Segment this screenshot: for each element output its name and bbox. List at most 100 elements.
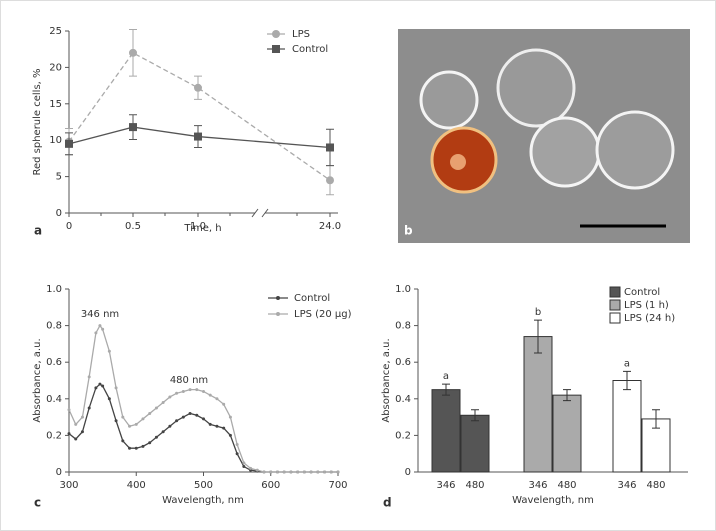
legend-label: Control	[294, 293, 330, 304]
x-axis-title: Wavelength, nm	[512, 495, 594, 506]
x-tick-label: 1.0	[190, 221, 206, 232]
marker	[128, 446, 132, 450]
marker	[208, 422, 212, 426]
marker	[129, 48, 137, 57]
marker	[195, 388, 199, 392]
x-tick-label: 600	[261, 480, 280, 491]
y-tick-label: 1.0	[46, 284, 62, 295]
marker	[181, 415, 185, 419]
error-bar	[563, 389, 571, 402]
marker	[74, 437, 78, 441]
y-axis-title: Red spherule cells, %	[32, 68, 43, 175]
x-tick-label: 300	[59, 480, 78, 491]
marker	[74, 422, 78, 426]
legend-label: Control	[292, 44, 328, 55]
x-tick-label: 346	[617, 480, 636, 491]
marker	[107, 397, 111, 401]
bar	[431, 389, 461, 473]
y-tick-label: 0.6	[395, 357, 411, 368]
y-tick-label: 0.8	[395, 321, 411, 332]
legend-swatch	[609, 312, 621, 324]
panel-label: b	[404, 224, 413, 238]
cell	[595, 110, 675, 190]
marker	[242, 461, 246, 465]
marker	[98, 382, 102, 386]
panel-label: a	[34, 224, 42, 238]
significance-letter: a	[624, 358, 630, 369]
marker	[215, 397, 219, 401]
x-tick-label: 480	[557, 480, 576, 491]
marker	[255, 468, 259, 472]
marker	[282, 470, 286, 474]
marker	[309, 470, 313, 474]
legend-label: LPS (1 h)	[624, 300, 669, 311]
marker	[94, 331, 98, 335]
cell	[529, 116, 601, 188]
x-tick-label: 500	[194, 480, 213, 491]
y-tick-label: 25	[49, 26, 62, 37]
marker	[134, 422, 138, 426]
x-tick-label: 0	[66, 221, 72, 232]
marker	[141, 417, 145, 421]
y-tick-label: 20	[49, 62, 62, 73]
legend-label: Control	[624, 287, 660, 298]
error-bar	[442, 383, 450, 396]
x-tick-label: 0.5	[125, 221, 141, 232]
marker	[202, 389, 205, 393]
series-line	[68, 126, 331, 149]
marker	[181, 389, 185, 393]
x-tick-label: 400	[127, 480, 146, 491]
error-bar	[471, 409, 479, 422]
marker	[114, 419, 118, 423]
marker	[80, 430, 84, 434]
marker	[161, 400, 165, 404]
marker	[67, 432, 71, 436]
marker	[222, 402, 226, 406]
legend-marker	[272, 45, 280, 53]
marker	[208, 393, 212, 397]
marker	[121, 439, 125, 443]
marker	[65, 139, 73, 148]
marker	[316, 470, 320, 474]
marker	[141, 444, 145, 448]
x-tick-label: 346	[528, 480, 547, 491]
marker	[168, 424, 172, 428]
legend-label: LPS	[292, 29, 310, 40]
nucleus	[450, 154, 466, 170]
x-tick-label: 480	[465, 480, 484, 491]
marker	[87, 406, 91, 410]
marker	[323, 470, 327, 474]
marker	[148, 441, 152, 445]
marker	[128, 424, 132, 428]
error-bar	[534, 319, 542, 354]
y-tick-label: 0	[56, 467, 62, 478]
marker	[87, 375, 91, 379]
marker	[235, 452, 239, 456]
marker	[289, 470, 293, 474]
marker	[326, 176, 334, 185]
y-tick-label: 0.4	[46, 394, 62, 405]
marker	[114, 386, 118, 390]
marker	[80, 415, 84, 419]
marker	[228, 415, 232, 419]
marker	[195, 413, 199, 417]
y-tick-label: 0.2	[395, 430, 411, 441]
marker	[134, 446, 138, 450]
marker	[228, 433, 232, 437]
marker	[296, 470, 300, 474]
bar	[552, 394, 582, 473]
significance-letter: a	[443, 371, 449, 382]
error-bar	[652, 409, 660, 429]
marker	[269, 470, 273, 474]
y-tick-label: 0.8	[46, 321, 62, 332]
marker	[161, 430, 165, 434]
marker	[275, 470, 279, 474]
marker	[202, 417, 205, 421]
legend-marker	[272, 30, 280, 38]
y-tick-label: 0.2	[46, 430, 62, 441]
marker	[148, 411, 152, 415]
annotation: 346 nm	[81, 309, 119, 320]
x-tick-label: 480	[646, 480, 665, 491]
marker	[101, 384, 105, 388]
y-tick-label: 15	[49, 99, 62, 110]
